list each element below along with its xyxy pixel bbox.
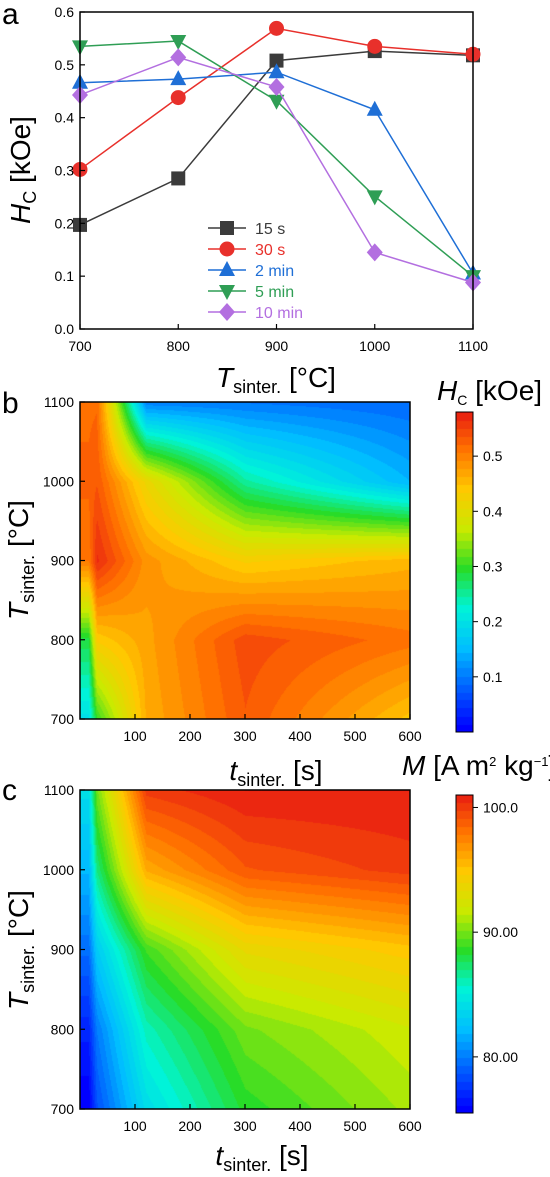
x-tick-label-a: 1000 <box>359 338 390 354</box>
x-tick-label-c: 300 <box>233 1118 257 1134</box>
panel-label-c: c <box>2 774 17 807</box>
y-axis-label-c: Tsinter. [°C] <box>3 890 38 1010</box>
x-axis-label-b: tsinter. [s] <box>229 755 322 790</box>
legend-marker-0 <box>220 221 234 235</box>
y-tick-label-b: 1000 <box>43 473 74 489</box>
x-tick-label-a: 900 <box>265 338 289 354</box>
colorbar-tick-label-c: 90.00 <box>483 924 518 940</box>
y-tick-label-b: 1100 <box>44 394 74 410</box>
x-tick-label-b: 600 <box>398 728 422 744</box>
data-point-0-2 <box>269 53 284 68</box>
y-tick-label-b: 700 <box>51 711 75 727</box>
x-tick-label-c: 600 <box>398 1118 422 1134</box>
data-point-1-1 <box>170 90 186 106</box>
y-tick-label-a: 0.5 <box>55 57 75 73</box>
x-tick-label-b: 200 <box>178 728 202 744</box>
legend-label-1: 30 s <box>255 242 285 259</box>
x-tick-label-b: 100 <box>123 728 147 744</box>
x-tick-label-b: 300 <box>233 728 257 744</box>
data-point-2-1 <box>170 70 187 86</box>
colorbar-tick-label-b: 0.4 <box>483 503 503 519</box>
y-tick-label-a: 0.3 <box>55 163 75 179</box>
data-point-3-1 <box>170 35 187 51</box>
legend-label-3: 5 min <box>255 284 294 301</box>
data-point-1-2 <box>269 20 284 36</box>
y-axis-label-a: HC [kOe] <box>5 116 40 224</box>
legend-marker-2 <box>219 261 235 276</box>
x-tick-label-b: 400 <box>288 728 312 744</box>
legend-a: 15 s 30 s 2 min 5 min 10 min <box>208 221 303 322</box>
heatmap-b <box>80 402 410 719</box>
panel-label-b: b <box>2 387 19 420</box>
colorbar-b <box>456 412 473 732</box>
colorbar-tick-label-b: 0.5 <box>483 448 503 464</box>
y-tick-label-a: 0.4 <box>55 110 75 126</box>
heatmap-c <box>80 790 410 1109</box>
y-tick-label-b: 900 <box>51 553 75 569</box>
y-axis-label-b: Tsinter. [°C] <box>3 500 38 620</box>
data-point-4-3 <box>366 243 383 262</box>
data-point-4-2 <box>268 78 285 97</box>
colorbar-tick-label-b: 0.1 <box>483 669 503 685</box>
x-tick-label-c: 400 <box>288 1118 312 1134</box>
x-tick-label-b: 500 <box>343 728 367 744</box>
colorbar-title-b: HC [kOe] <box>437 375 542 408</box>
panel-b: b 100 200 300 400 500 600 700 800 900 1000 1100 ts… <box>2 375 542 790</box>
data-point-2-2 <box>268 63 285 79</box>
legend-marker-4 <box>219 303 235 321</box>
y-tick-label-a: 0.1 <box>55 268 75 284</box>
y-tick-label-a: 0.6 <box>55 4 75 20</box>
y-tick-label-c: 700 <box>51 1101 75 1117</box>
colorbar-tick-label-b: 0.3 <box>483 558 503 574</box>
colorbar-c <box>456 795 473 1113</box>
data-point-2-3 <box>366 100 383 116</box>
panel-a: a 700 800 900 1000 1100 0.0 0.1 0.2 0.3 0.4 0.5 0.6… <box>2 0 488 397</box>
legend-label-0: 15 s <box>255 221 285 238</box>
data-point-3-3 <box>366 190 383 206</box>
y-tick-label-b: 800 <box>51 632 75 648</box>
y-tick-label-c: 1100 <box>44 782 74 798</box>
colorbar-title-c: M [A m2 kg−1] <box>402 750 550 781</box>
panel-c: c 100 200 300 400 500 600 700 800 900 1000 1100 ts… <box>2 750 550 1175</box>
y-tick-label-c: 900 <box>51 942 75 958</box>
x-axis-label-a: Tsinter. [°C] <box>216 362 336 397</box>
y-tick-label-a: 0.2 <box>55 215 75 231</box>
x-tick-label-a: 1100 <box>458 338 488 354</box>
x-tick-label-c: 500 <box>343 1118 367 1134</box>
colorbar-tick-label-c: 100.0 <box>483 799 518 815</box>
legend-marker-3 <box>219 285 235 300</box>
x-tick-label-c: 100 <box>123 1118 147 1134</box>
y-tick-label-a: 0.0 <box>55 321 75 337</box>
legend-label-2: 2 min <box>255 263 294 280</box>
y-tick-label-c: 1000 <box>43 862 74 878</box>
y-tick-label-c: 800 <box>51 1021 75 1037</box>
legend-marker-1 <box>219 241 235 257</box>
x-tick-label-a: 700 <box>68 338 92 354</box>
colorbar-tick-label-c: 80.00 <box>483 1049 518 1065</box>
x-tick-label-c: 200 <box>178 1118 202 1134</box>
x-tick-label-a: 800 <box>167 338 191 354</box>
colorbar-tick-label-b: 0.2 <box>483 614 503 630</box>
data-point-3-2 <box>268 94 285 110</box>
x-axis-label-c: tsinter. [s] <box>215 1140 308 1175</box>
data-point-0-1 <box>171 171 186 186</box>
data-point-4-1 <box>170 48 187 67</box>
data-point-1-3 <box>367 38 383 54</box>
legend-label-4: 10 min <box>255 305 303 322</box>
panel-label-a: a <box>2 0 19 31</box>
